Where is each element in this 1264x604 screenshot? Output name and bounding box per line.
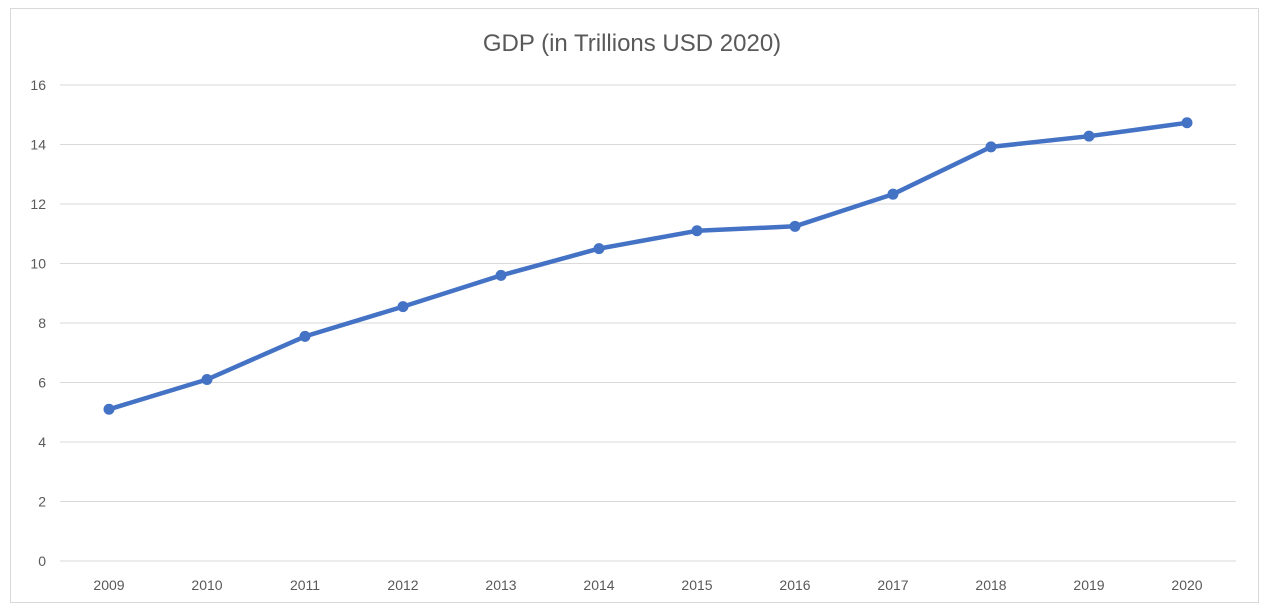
x-tick-label: 2010 [191, 577, 222, 593]
data-point [593, 243, 605, 255]
x-axis-tick-labels: 2009 2010 2011 2012 2013 2014 2015 2016 2017 2018… [93, 577, 1202, 593]
y-tick-label: 2 [38, 494, 46, 510]
chart-frame [10, 8, 1259, 603]
x-tick-label: 2019 [1073, 577, 1104, 593]
y-tick-label: 14 [30, 137, 46, 153]
x-tick-label: 2013 [485, 577, 516, 593]
y-axis-tick-labels: 0 2 4 6 8 10 12 14 16 [30, 77, 46, 569]
y-tick-label: 12 [30, 196, 46, 212]
y-tick-label: 6 [38, 375, 46, 391]
data-point [691, 225, 703, 237]
data-point [397, 301, 409, 313]
data-point [887, 188, 899, 200]
y-tick-label: 16 [30, 77, 46, 93]
y-tick-label: 4 [38, 434, 46, 450]
y-tick-label: 10 [30, 256, 46, 272]
data-point [985, 141, 997, 153]
data-point [495, 269, 507, 281]
y-tick-label: 0 [38, 553, 46, 569]
data-point [1083, 130, 1095, 142]
x-tick-label: 2015 [681, 577, 712, 593]
x-tick-label: 2011 [290, 577, 320, 593]
y-tick-label: 8 [38, 315, 46, 331]
data-point [299, 330, 311, 342]
x-tick-label: 2014 [583, 577, 614, 593]
chart-title: GDP (in Trillions USD 2020) [482, 30, 782, 57]
x-tick-label: 2009 [93, 577, 124, 593]
series-line [106, 120, 1190, 412]
x-tick-label: 2016 [779, 577, 810, 593]
x-tick-label: 2017 [877, 577, 908, 593]
x-tick-label: 2018 [975, 577, 1006, 593]
data-point [103, 403, 115, 415]
data-point [1181, 117, 1193, 129]
x-tick-label: 2020 [1171, 577, 1202, 593]
x-tick-label: 2012 [387, 577, 418, 593]
gridlines [60, 84, 1236, 562]
data-point [201, 374, 213, 386]
series-gdp [103, 117, 1193, 415]
data-point [789, 220, 801, 232]
